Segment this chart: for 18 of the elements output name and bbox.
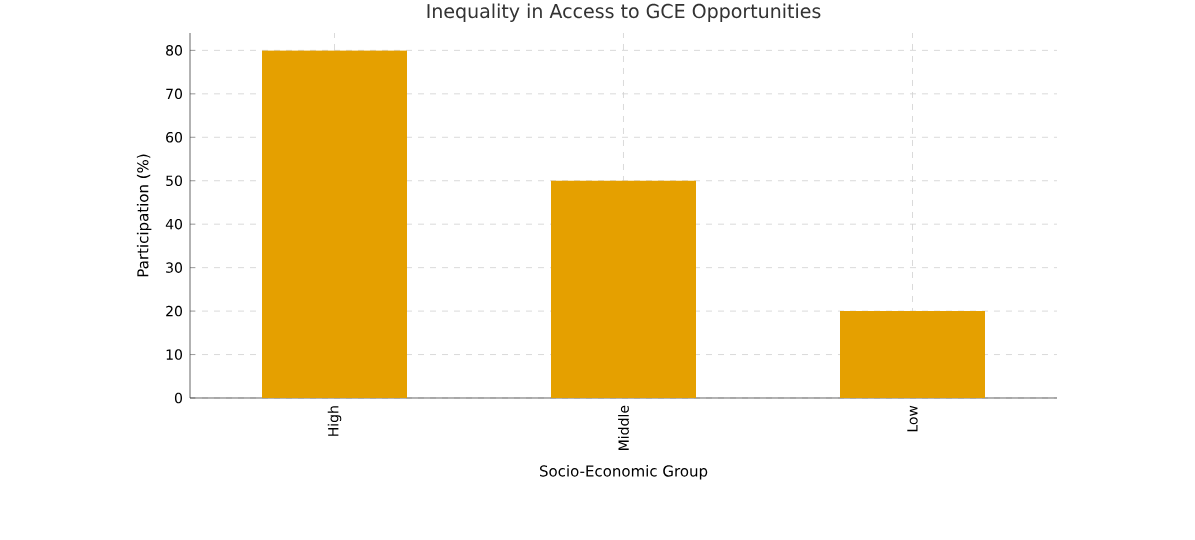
y-tick-label: 70 (166, 88, 182, 100)
y-tick-label: 80 (166, 45, 182, 56)
y-tick-label: 20 (166, 305, 182, 317)
y-tick-label: 10 (166, 349, 182, 360)
chart-title: Inequality in Access to GCE Opportunities (427, 3, 821, 22)
x-tick-label: High (327, 406, 342, 436)
y-axis-title: Participation (%) (136, 154, 152, 277)
bar (840, 311, 985, 398)
bar (262, 50, 408, 398)
x-tick-label: Middle (618, 405, 629, 450)
x-axis-title: Socio-Economic Group (539, 465, 708, 480)
bar (551, 180, 696, 398)
y-tick-label: 40 (165, 218, 182, 230)
y-tick-label: 0 (174, 392, 182, 404)
y-tick-label: 30 (166, 262, 182, 273)
y-tick-label: 60 (166, 132, 182, 143)
x-tick-label: Low (907, 405, 918, 432)
y-tick-label: 50 (166, 175, 182, 187)
